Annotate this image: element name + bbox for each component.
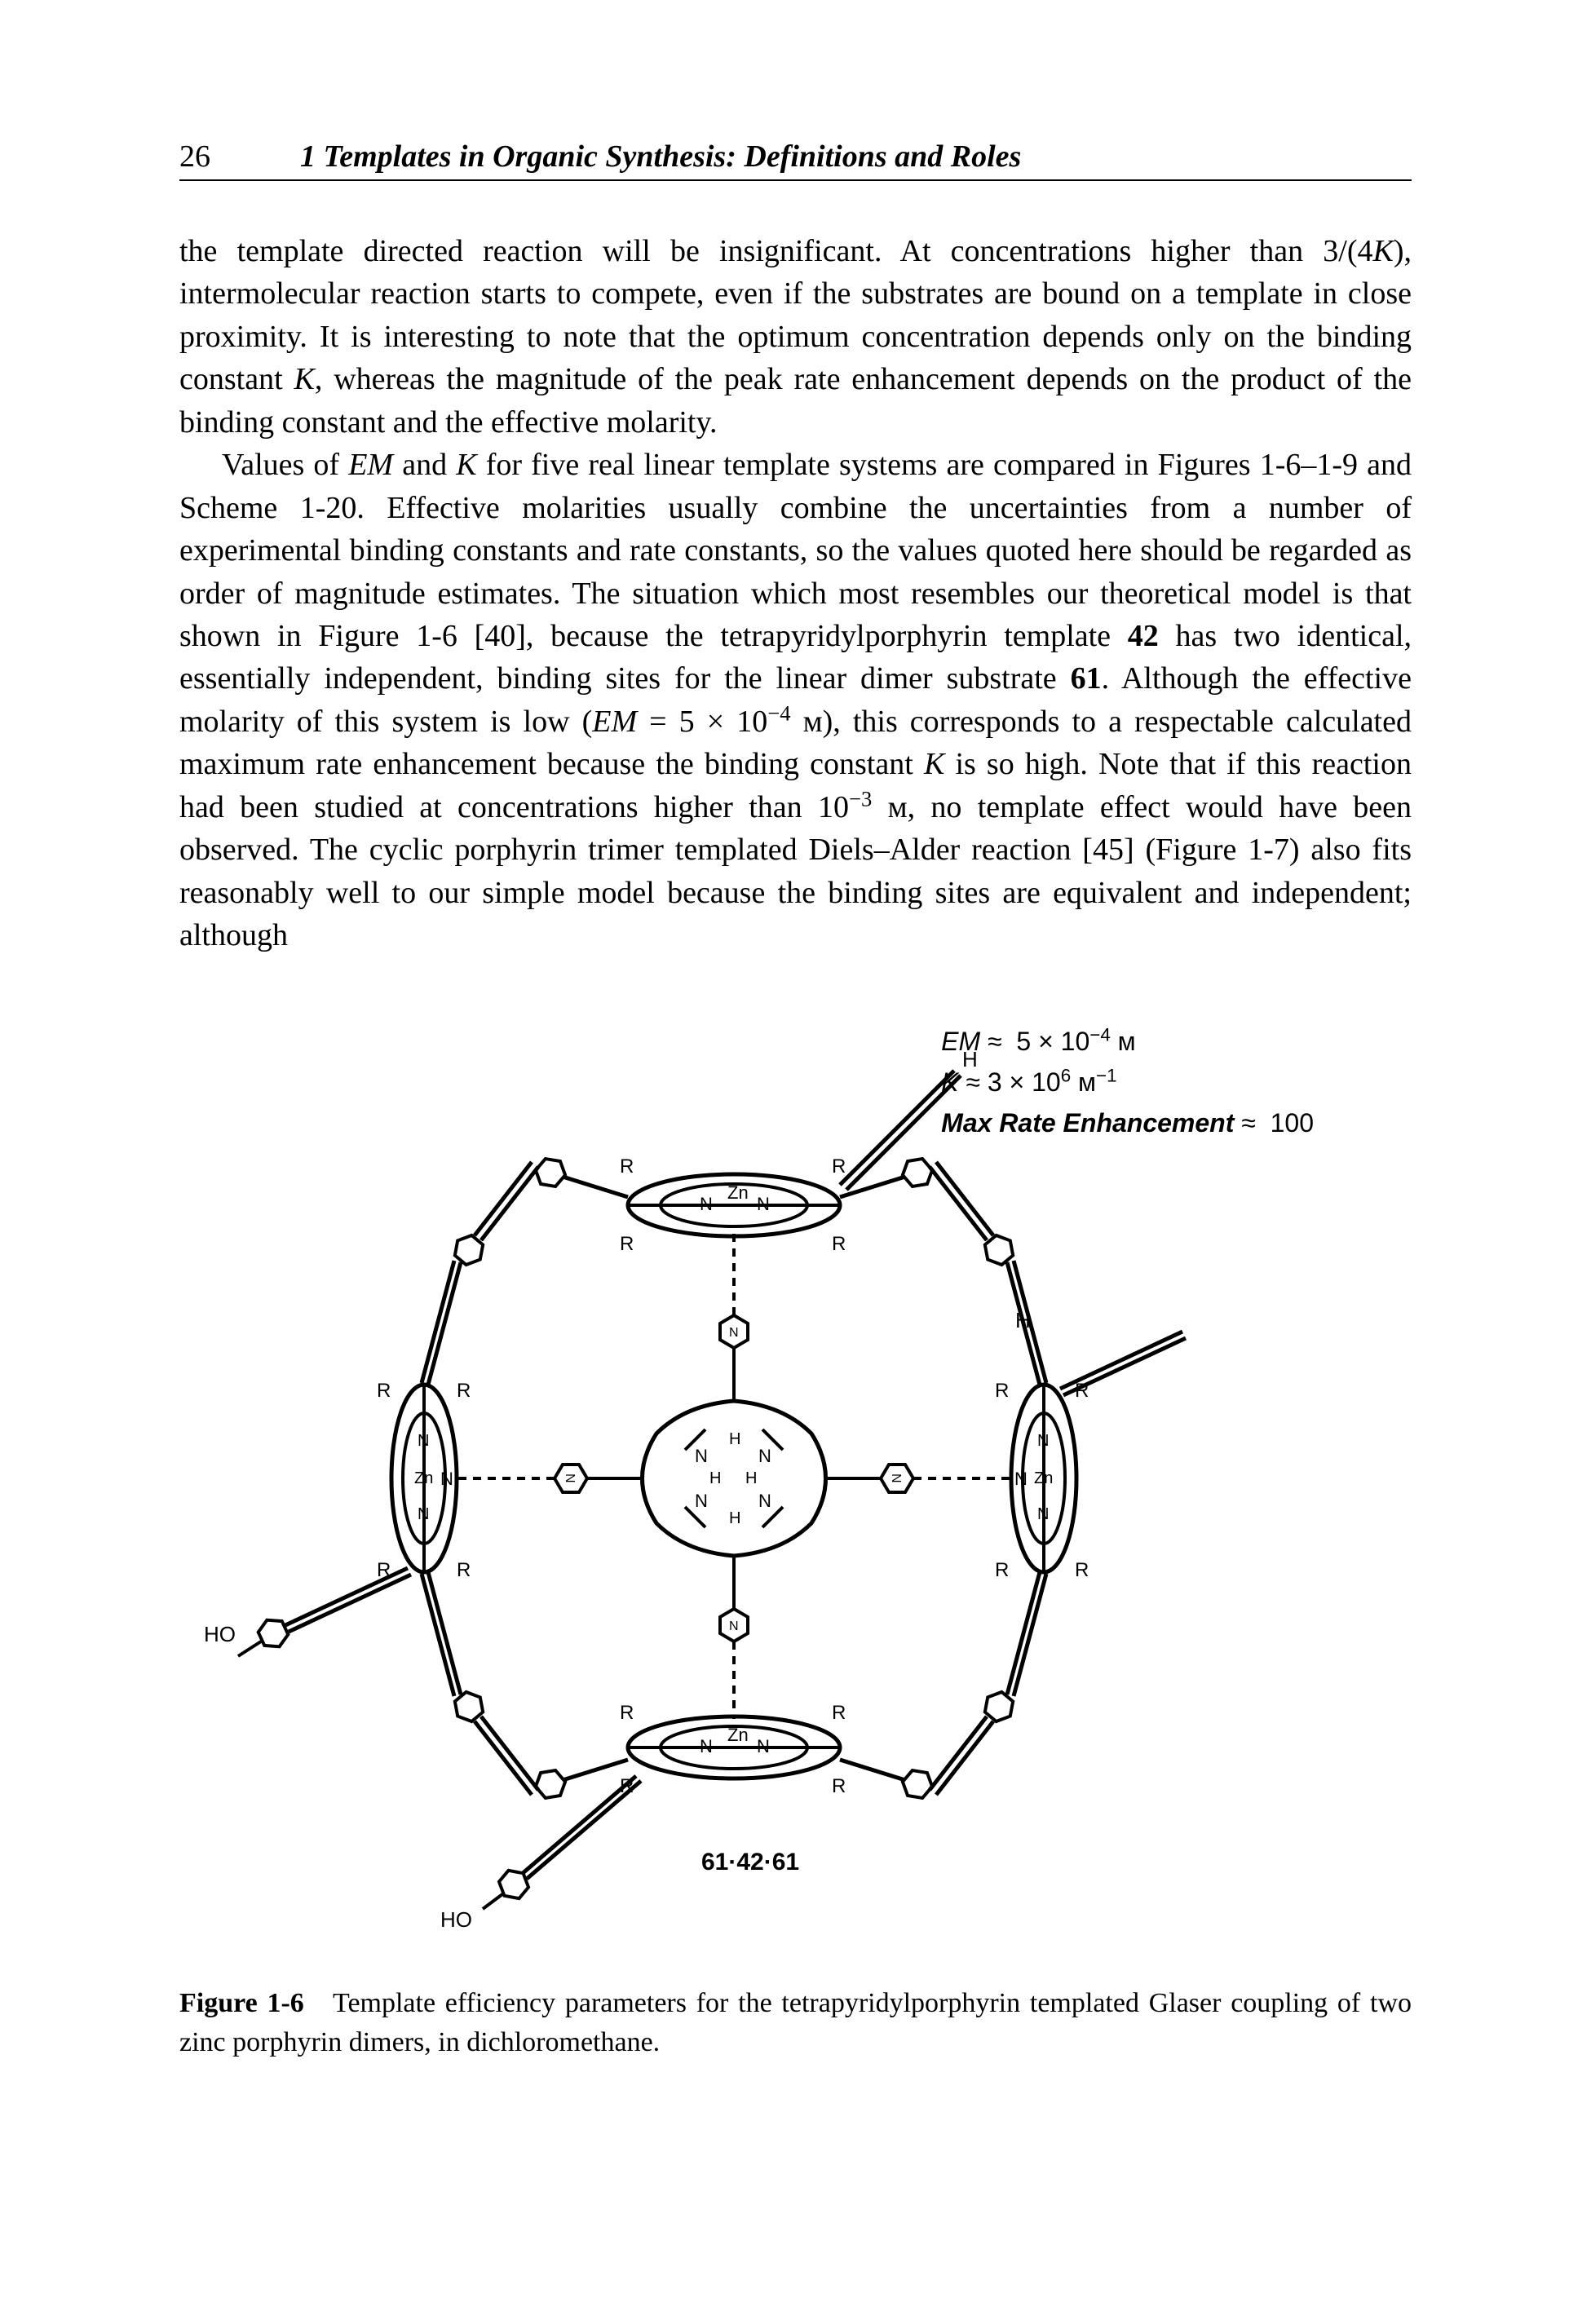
pyridyl-top [720,1234,748,1401]
svg-text:R: R [1075,1559,1089,1581]
svg-text:N: N [695,1446,708,1466]
page-number: 26 [179,139,210,175]
svg-text:R: R [832,1155,846,1177]
svg-text:H: H [1015,1308,1031,1332]
svg-text:N: N [1014,1469,1028,1489]
svg-text:R: R [620,1233,634,1255]
central-porphyrin: N N N N H H H H [643,1401,826,1556]
svg-text:H: H [745,1469,757,1487]
svg-text:R: R [377,1380,391,1402]
terminal-ho-bottom: HO [440,1776,641,1932]
terminal-ho-left: HO [204,1568,411,1656]
svg-text:R: R [995,1380,1009,1402]
svg-text:H: H [729,1430,740,1448]
svg-text:H: H [962,1047,978,1071]
pyridyl-left: N [440,1465,644,1492]
svg-text:R: R [832,1702,846,1724]
pyridyl-bottom [720,1556,748,1719]
svg-text:R: R [457,1559,471,1581]
svg-text:R: R [457,1380,471,1402]
right-zn-porphyrin [1011,1385,1076,1572]
paragraph-2: Values of EM and K for five real linear … [179,444,1412,957]
svg-text:N: N [758,1491,771,1511]
terminal-h-top: H [840,1047,978,1190]
svg-text:HO: HO [440,1907,472,1932]
molecule-diagram: N N Zn N N Zn N [179,989,1411,1968]
left-zn-porphyrin [391,1385,457,1572]
svg-text:R: R [832,1775,846,1797]
svg-text:R: R [620,1155,634,1177]
svg-text:H: H [729,1509,740,1527]
linker-top-right [840,1155,1046,1385]
compound-label: 61·42·61 [701,1849,799,1876]
running-head: 26 1 Templates in Organic Synthesis: Def… [179,139,1412,181]
figure-caption: Figure 1-6 Template efficiency parameter… [179,1984,1412,2061]
linker-bottom-right [840,1572,1046,1802]
paragraph-1: the template directed reaction will be i… [179,230,1412,444]
linker-bottom-left [422,1572,628,1802]
linker-top-left [422,1155,628,1385]
svg-text:H: H [709,1469,721,1487]
svg-text:R: R [620,1702,634,1724]
top-zn-porphyrin [628,1174,840,1236]
svg-text:N: N [695,1491,708,1511]
svg-text:HO: HO [204,1622,236,1646]
page: 26 1 Templates in Organic Synthesis: Def… [0,0,1591,2324]
svg-text:N: N [758,1446,771,1466]
bottom-zn-porphyrin [628,1716,840,1778]
body-text: the template directed reaction will be i… [179,230,1412,957]
pyridyl-right: N [824,1465,1028,1492]
figure-1-6: EM ≈ 5 × 10−4 ᴍ K ≈ 3 × 106 ᴍ−1 Max Rate… [179,989,1412,1968]
chapter-title: 1 Templates in Organic Synthesis: Defini… [300,139,1021,175]
svg-text:R: R [832,1233,846,1255]
svg-text:R: R [995,1559,1009,1581]
